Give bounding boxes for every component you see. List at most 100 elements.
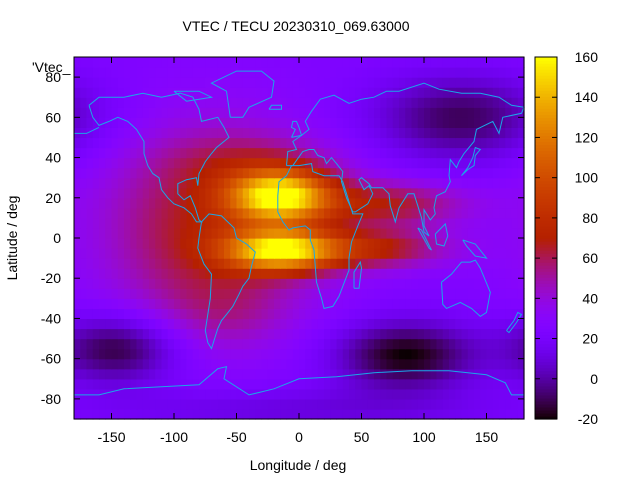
heatmap-cell xyxy=(105,258,113,269)
heatmap-cell xyxy=(124,388,131,400)
heatmap-cell xyxy=(424,378,431,390)
heatmap-cell xyxy=(342,207,350,219)
heatmap-cell xyxy=(442,117,450,128)
heatmap-cell xyxy=(405,127,413,139)
colorbar-segment xyxy=(535,370,557,375)
heatmap-cell xyxy=(342,378,350,390)
heatmap-cell xyxy=(74,248,81,259)
heatmap-cell xyxy=(505,398,513,410)
heatmap-cell xyxy=(455,207,463,219)
heatmap-cell xyxy=(142,268,150,279)
heatmap-cell xyxy=(486,318,494,330)
heatmap-cell xyxy=(92,67,100,78)
heatmap-cell xyxy=(492,268,500,279)
heatmap-cell xyxy=(261,137,269,149)
heatmap-cell xyxy=(317,167,325,179)
heatmap-cell xyxy=(349,127,356,139)
heatmap-cell xyxy=(417,197,425,209)
heatmap-cell xyxy=(255,137,263,149)
heatmap-cell xyxy=(349,278,356,289)
heatmap-cell xyxy=(174,268,181,279)
heatmap-cell xyxy=(199,147,206,159)
heatmap-cell xyxy=(311,378,319,390)
heatmap-cell xyxy=(255,368,263,380)
heatmap-cell xyxy=(480,77,488,88)
heatmap-cell xyxy=(280,197,288,209)
colorbar-segment xyxy=(535,274,557,278)
heatmap-cell xyxy=(492,107,500,118)
heatmap-cell xyxy=(286,358,294,370)
heatmap-cell xyxy=(117,278,125,289)
heatmap-cell xyxy=(192,117,200,128)
heatmap-cell xyxy=(499,207,506,219)
heatmap-cell xyxy=(311,127,319,139)
heatmap-cell xyxy=(311,87,319,98)
heatmap-cell xyxy=(167,87,175,98)
colorbar-segment xyxy=(535,96,557,100)
heatmap-cell xyxy=(292,268,300,279)
heatmap-cell xyxy=(74,147,81,159)
heatmap-cell xyxy=(117,187,125,199)
heatmap-cell xyxy=(211,77,219,88)
heatmap-cell xyxy=(211,378,219,390)
heatmap-cell xyxy=(317,127,325,139)
heatmap-cell xyxy=(292,187,300,199)
heatmap-cell xyxy=(405,378,413,390)
heatmap-cell xyxy=(455,227,463,239)
heatmap-cell xyxy=(411,207,419,219)
heatmap-cell xyxy=(74,318,81,330)
heatmap-cell xyxy=(136,408,144,420)
heatmap-cell xyxy=(230,117,238,128)
heatmap-cell xyxy=(255,288,263,299)
heatmap-cell xyxy=(149,57,156,68)
heatmap-cell xyxy=(299,358,306,370)
heatmap-cell xyxy=(317,298,325,309)
heatmap-cell xyxy=(280,207,288,219)
heatmap-cell xyxy=(505,127,513,139)
colorbar-segment xyxy=(535,256,557,260)
heatmap-cell xyxy=(511,408,519,420)
heatmap-cell xyxy=(292,278,300,289)
heatmap-cell xyxy=(517,77,525,88)
heatmap-cell xyxy=(324,167,331,179)
heatmap-cell xyxy=(342,167,350,179)
heatmap-cell xyxy=(342,398,350,410)
heatmap-cell xyxy=(336,388,344,400)
heatmap-cell xyxy=(111,107,119,118)
heatmap-cell xyxy=(292,227,300,239)
heatmap-cell xyxy=(186,67,194,78)
heatmap-cell xyxy=(80,87,88,98)
heatmap-cell xyxy=(455,288,463,299)
heatmap-cell xyxy=(517,248,525,259)
heatmap-cell xyxy=(155,258,163,269)
heatmap-cell xyxy=(142,157,150,169)
heatmap-cell xyxy=(442,217,450,229)
heatmap-cell xyxy=(392,157,400,169)
heatmap-cell xyxy=(199,378,206,390)
heatmap-cell xyxy=(149,67,156,78)
heatmap-cell xyxy=(161,197,169,209)
colorbar-segment xyxy=(535,247,557,251)
heatmap-cell xyxy=(467,157,475,169)
heatmap-cell xyxy=(161,278,169,289)
heatmap-cell xyxy=(292,308,300,320)
heatmap-cell xyxy=(274,217,281,229)
heatmap-cell xyxy=(149,77,156,88)
heatmap-cell xyxy=(86,147,94,159)
heatmap-cell xyxy=(261,328,269,340)
heatmap-cell xyxy=(186,157,194,169)
heatmap-cell xyxy=(505,57,513,68)
heatmap-cell xyxy=(336,227,344,239)
heatmap-cell xyxy=(311,288,319,299)
heatmap-cell xyxy=(511,187,519,199)
heatmap-cell xyxy=(199,197,206,209)
heatmap-cell xyxy=(142,348,150,360)
heatmap-cell xyxy=(74,298,81,309)
heatmap-cell xyxy=(449,147,456,159)
heatmap-cell xyxy=(455,278,463,289)
heatmap-cell xyxy=(399,97,406,108)
heatmap-cell xyxy=(99,197,106,209)
heatmap-cell xyxy=(161,107,169,118)
heatmap-cell xyxy=(511,248,519,259)
heatmap-cell xyxy=(467,197,475,209)
